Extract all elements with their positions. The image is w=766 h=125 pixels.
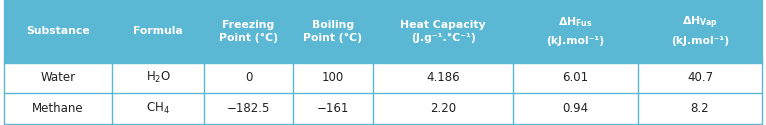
Text: 40.7: 40.7	[687, 71, 713, 84]
Text: (kJ.mol⁻¹): (kJ.mol⁻¹)	[671, 36, 729, 46]
Text: 4.186: 4.186	[427, 71, 460, 84]
Text: 8.2: 8.2	[691, 102, 709, 115]
Text: Freezing
Point (°C): Freezing Point (°C)	[219, 20, 278, 43]
Bar	[4, 93, 762, 124]
Text: Water: Water	[41, 71, 76, 84]
Text: 0.94: 0.94	[562, 102, 588, 115]
Bar	[4, 0, 762, 62]
Text: $\mathbf{\Delta H_{Fus}}$: $\mathbf{\Delta H_{Fus}}$	[558, 16, 593, 29]
Text: Boiling
Point (°C): Boiling Point (°C)	[303, 20, 362, 43]
Text: H$_2$O: H$_2$O	[146, 70, 171, 85]
Text: 2.20: 2.20	[430, 102, 457, 115]
Text: 6.01: 6.01	[562, 71, 588, 84]
Bar	[4, 62, 762, 93]
Text: (kJ.mol⁻¹): (kJ.mol⁻¹)	[546, 36, 604, 46]
Text: Heat Capacity
(J.g⁻¹.°C⁻¹): Heat Capacity (J.g⁻¹.°C⁻¹)	[401, 20, 486, 43]
Text: $\mathbf{\Delta H_{Vap}}$: $\mathbf{\Delta H_{Vap}}$	[682, 14, 718, 31]
Text: −161: −161	[316, 102, 349, 115]
Text: Substance: Substance	[26, 26, 90, 36]
Text: Methane: Methane	[32, 102, 83, 115]
Text: 100: 100	[322, 71, 344, 84]
Text: 0: 0	[245, 71, 252, 84]
Text: CH$_4$: CH$_4$	[146, 101, 170, 116]
Text: −182.5: −182.5	[227, 102, 270, 115]
Text: Formula: Formula	[133, 26, 183, 36]
